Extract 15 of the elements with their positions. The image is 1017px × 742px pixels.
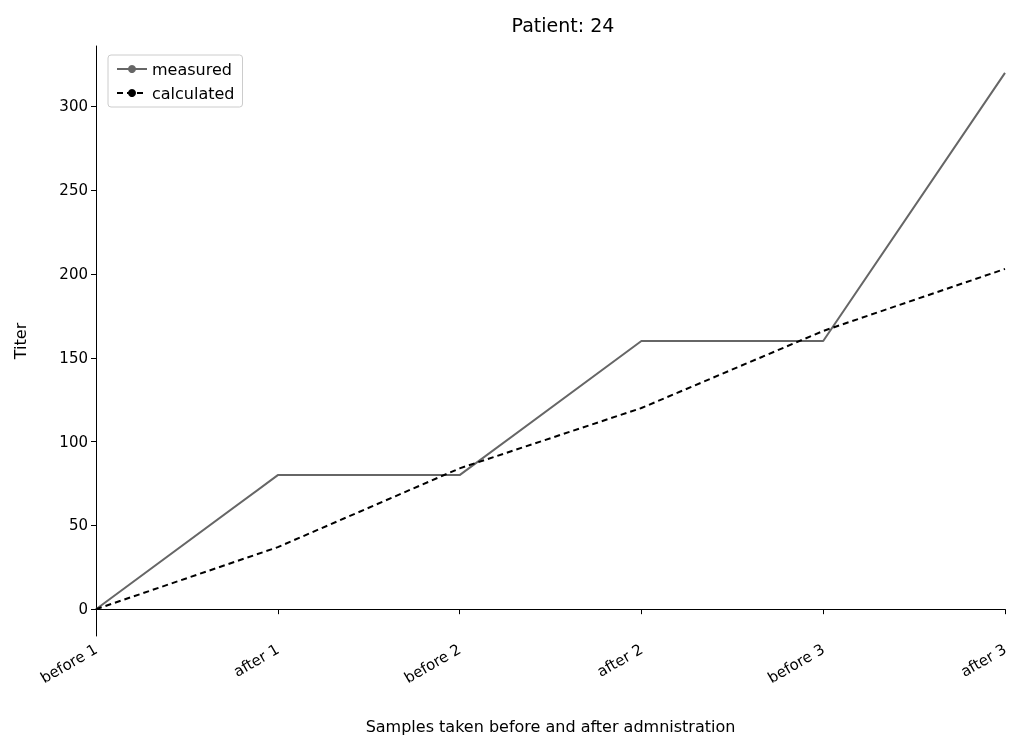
y-tick-label: 250 — [59, 181, 88, 200]
y-tick-label: 50 — [68, 516, 88, 535]
x-tick-label: after 3 — [957, 640, 1010, 681]
x-axis-title: Samples taken before and after admnistration — [365, 716, 736, 736]
x-tick-label: after 1 — [230, 640, 283, 681]
y-tick-label: 200 — [59, 264, 88, 283]
y-tick-label: 150 — [59, 348, 88, 367]
y-axis-title: Titer — [10, 322, 30, 361]
legend-label: measured — [152, 59, 232, 79]
x-tick-label: after 2 — [593, 640, 646, 681]
y-tick-label: 300 — [59, 97, 88, 116]
legend-label: calculated — [152, 83, 235, 103]
y-tick-label: 0 — [78, 600, 88, 619]
chart-title: Patient: 24 — [511, 13, 615, 36]
y-tick-label: 100 — [59, 432, 88, 451]
